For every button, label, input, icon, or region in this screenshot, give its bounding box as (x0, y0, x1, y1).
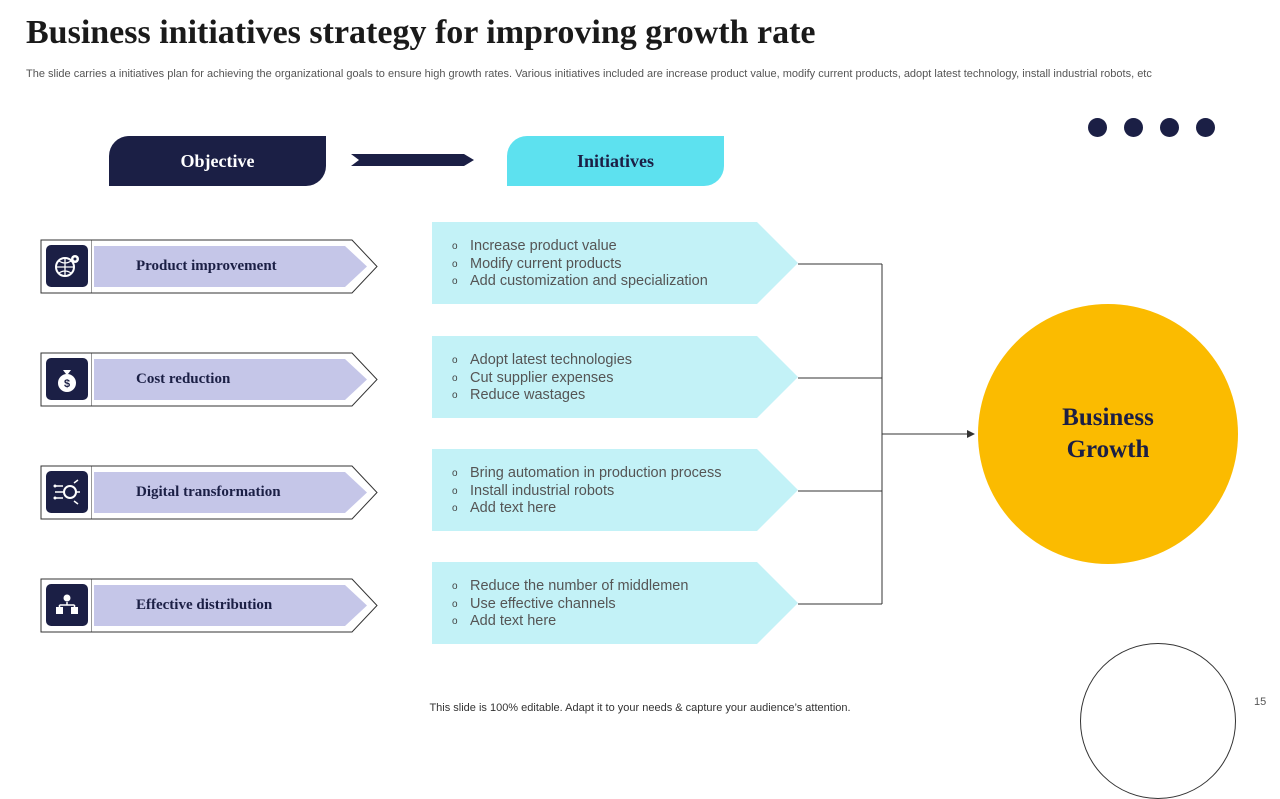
dot-1 (1088, 118, 1107, 137)
decorative-dots (1088, 118, 1215, 137)
objective-header: Objective (109, 136, 326, 186)
digital-network-icon (46, 471, 88, 513)
initiatives-header: Initiatives (507, 136, 724, 186)
objective-row-product-improvement: Product improvement (40, 239, 380, 295)
business-growth-label: Business Growth (1062, 404, 1154, 463)
slide-subtitle: The slide carries a initiatives plan for… (26, 68, 1152, 80)
slide-footer: This slide is 100% editable. Adapt it to… (429, 702, 851, 714)
list-item: o Add text here (452, 613, 557, 629)
dot-4 (1196, 118, 1215, 137)
initiatives-box-bg (432, 449, 798, 531)
list-item: o Reduce the number of middlemen (452, 578, 689, 594)
initiatives-list: o Reduce the number of middlemen o Use eff… (452, 578, 688, 631)
list-item: o Increase product value (452, 238, 617, 254)
list-item: o Adopt latest technologies (452, 352, 633, 368)
objective-row-cost-reduction: $ Cost reduction (40, 352, 380, 408)
initiatives-box-bg (432, 336, 798, 418)
objective-label: Cost reduction (136, 371, 231, 387)
list-item: o Modify current products (452, 255, 622, 272)
gear-globe-icon (46, 245, 88, 287)
distribution-network-icon (46, 584, 88, 626)
initiatives-list: o Adopt latest technologies o Cut supplier… (452, 352, 632, 405)
header-arrow-icon (351, 154, 474, 166)
slide-number: 15 (1254, 696, 1267, 708)
initiatives-box-bg (432, 562, 798, 644)
initiatives-box-2: o Adopt latest technologies o Cut supplier… (432, 336, 798, 418)
initiatives-box-1: o Increase product value o Modify current … (432, 222, 798, 304)
list-item: o Bring automation in production process (452, 465, 722, 481)
business-growth-circle: Business Growth (978, 304, 1238, 564)
dot-3 (1160, 118, 1179, 137)
objective-label: Product improvement (136, 258, 277, 274)
initiatives-box-4: o Reduce the number of middlemen o Use eff… (432, 562, 798, 644)
list-item: o Cut supplier expenses (452, 369, 614, 386)
list-item: o Add text here (452, 500, 557, 516)
objective-row-effective-distribution: Effective distribution (40, 578, 380, 634)
objective-label: Effective distribution (136, 597, 273, 613)
money-bag-icon: $ (46, 358, 88, 400)
initiatives-list: o Bring automation in production process … (452, 465, 721, 518)
objective-row-digital-transformation: Digital transformation (40, 465, 380, 521)
connector-lines (798, 263, 975, 605)
list-item: o Install industrial robots (452, 482, 615, 499)
decorative-circle (1080, 643, 1236, 799)
objective-label: Digital transformation (136, 484, 281, 500)
list-item: o Use effective channels (452, 595, 616, 612)
initiatives-list: o Increase product value o Modify current … (452, 238, 708, 291)
list-item: o Reduce wastages (452, 387, 586, 403)
initiatives-box-bg (432, 222, 798, 304)
list-item: o Add customization and specialization (452, 273, 708, 289)
initiatives-box-3: o Bring automation in production process … (432, 449, 798, 531)
slide-title: Business initiatives strategy for improv… (26, 14, 816, 51)
svg-text:$: $ (64, 378, 70, 390)
dot-2 (1124, 118, 1143, 137)
